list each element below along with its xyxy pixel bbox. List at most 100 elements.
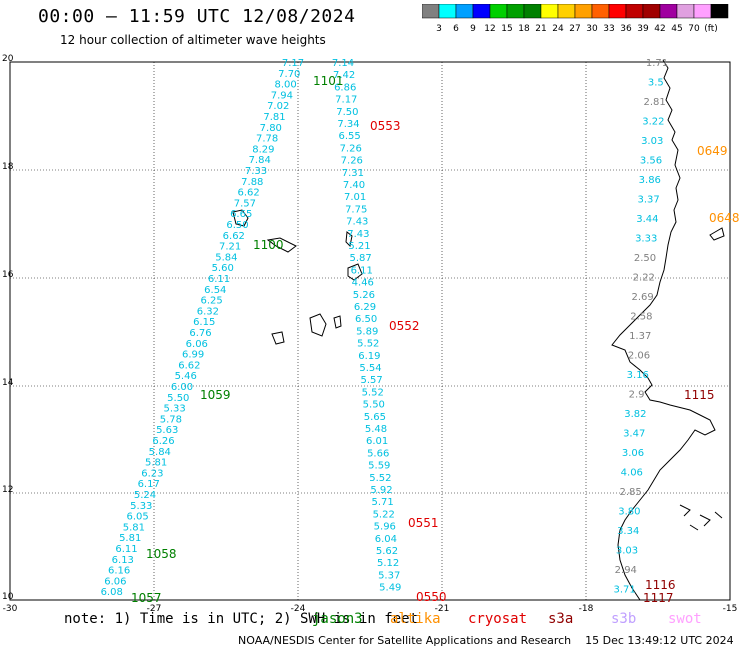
wave-height-value: 6.06 bbox=[104, 576, 126, 587]
wave-height-value: 5.54 bbox=[359, 363, 381, 374]
legend-altika: altika bbox=[390, 611, 441, 627]
wave-height-value: 3.56 bbox=[640, 156, 662, 167]
wave-height-value: 2.9 bbox=[629, 390, 645, 401]
wave-height-value: 5.92 bbox=[370, 485, 392, 496]
pass-time-label: 0552 bbox=[389, 319, 420, 333]
wave-height-value: 8.00 bbox=[274, 80, 296, 91]
wave-height-value: 6.50 bbox=[226, 220, 248, 231]
wave-height-value: 7.42 bbox=[333, 70, 355, 81]
wave-height-value: 6.01 bbox=[366, 436, 388, 447]
wave-height-value: 5.62 bbox=[376, 546, 398, 557]
wave-height-value: 6.08 bbox=[101, 587, 123, 598]
wave-height-value: 5.52 bbox=[362, 387, 384, 398]
wave-height-value: 5.81 bbox=[145, 458, 167, 469]
wave-height-value: 3.5 bbox=[648, 78, 664, 89]
wave-height-value: 6.13 bbox=[112, 555, 134, 566]
wave-height-value: 7.17 bbox=[335, 95, 357, 106]
legend-s3a: s3a bbox=[548, 611, 574, 627]
wave-height-value: 7.21 bbox=[219, 242, 241, 253]
wave-height-value: 5.96 bbox=[374, 522, 396, 533]
wave-height-value: 7.26 bbox=[341, 156, 363, 167]
pass-time-label: 1116 bbox=[645, 578, 676, 592]
wave-height-value: 5.66 bbox=[367, 448, 389, 459]
map-frame bbox=[9, 61, 731, 601]
wave-height-value: 7.57 bbox=[234, 198, 256, 209]
wave-height-value: 6.62 bbox=[237, 188, 259, 199]
cape-verde-boa-vista bbox=[347, 263, 363, 281]
wave-height-value: 6.11 bbox=[351, 265, 373, 276]
wave-height-value: 6.29 bbox=[354, 302, 376, 313]
pass-time-label: 0551 bbox=[408, 516, 439, 530]
pass-time-label: 0648 bbox=[709, 211, 740, 225]
wave-height-value: 3.03 bbox=[641, 136, 663, 147]
wave-height-value: 2.69 bbox=[631, 292, 653, 303]
wave-height-value: 6.62 bbox=[178, 360, 200, 371]
colorbar-label: 39 bbox=[637, 24, 649, 34]
wave-height-value: 5.50 bbox=[363, 400, 385, 411]
wave-height-value: 7.14 bbox=[332, 58, 354, 69]
pass-time-label: 0550 bbox=[416, 590, 447, 604]
wave-height-value: 6.04 bbox=[375, 534, 397, 545]
wave-height-value: 4.06 bbox=[621, 468, 643, 479]
wave-height-value: 6.65 bbox=[230, 209, 252, 220]
colorbar-label: 42 bbox=[654, 24, 665, 34]
wave-height-value: 2.94 bbox=[615, 565, 637, 576]
pass-time-label: 0649 bbox=[697, 144, 728, 158]
colorbar-swatch bbox=[710, 4, 729, 19]
wave-height-value: 7.01 bbox=[344, 192, 366, 203]
wave-height-value: 7.34 bbox=[337, 119, 359, 130]
wave-height-labels: 7.177.708.007.947.027.817.807.788.297.84… bbox=[101, 58, 740, 605]
wave-height-value: 5.49 bbox=[379, 583, 401, 594]
wave-height-value: 5.24 bbox=[134, 490, 156, 501]
wave-height-value: 7.26 bbox=[340, 143, 362, 154]
x-axis-label: -21 bbox=[435, 604, 450, 614]
colorbar-label: 3 bbox=[436, 24, 442, 34]
wave-height-value: 7.88 bbox=[241, 177, 263, 188]
wave-height-value: 7.02 bbox=[267, 101, 289, 112]
colorbar-label: 21 bbox=[535, 24, 546, 34]
note-row: note: 1) Time is in UTC; 2) SWH is in fe… bbox=[0, 611, 740, 631]
colorbar-label: 45 bbox=[671, 24, 682, 34]
wave-height-value: 3.16 bbox=[627, 370, 649, 381]
colorbar-label: 27 bbox=[569, 24, 580, 34]
wave-height-value: 5.71 bbox=[371, 497, 393, 508]
y-axis-label: 16 bbox=[2, 270, 14, 280]
wave-height-value: 7.43 bbox=[347, 229, 369, 240]
wave-height-value: 2.06 bbox=[628, 351, 650, 362]
wave-height-value: 6.86 bbox=[334, 82, 356, 93]
colorbar-label: 6 bbox=[453, 24, 459, 34]
wave-height-value: 5.89 bbox=[356, 326, 378, 337]
wave-height-value: 5.63 bbox=[156, 425, 178, 436]
footer-credit: NOAA/NESDIS Center for Satellite Applica… bbox=[238, 634, 734, 647]
wave-height-value: 7.78 bbox=[256, 134, 278, 145]
wave-height-value: 5.52 bbox=[369, 473, 391, 484]
wave-height-value: 5.33 bbox=[130, 501, 152, 512]
cape-verde-sao-nicolau bbox=[266, 237, 297, 253]
wave-height-value: 5.48 bbox=[365, 424, 387, 435]
wave-height-value: 6.11 bbox=[208, 274, 230, 285]
cape-verde-maio bbox=[333, 315, 342, 329]
map-title: 00:00 – 11:59 UTC 12/08/2024 bbox=[38, 6, 356, 27]
wave-height-value: 5.26 bbox=[353, 290, 375, 301]
wave-height-value: 7.43 bbox=[346, 217, 368, 228]
colorbar-label: 12 bbox=[484, 24, 495, 34]
wave-height-value: 6.16 bbox=[108, 566, 130, 577]
wave-height-value: 5.60 bbox=[212, 263, 234, 274]
wave-height-value: 7.84 bbox=[249, 155, 271, 166]
wave-height-value: 3.22 bbox=[642, 117, 664, 128]
wave-height-value: 3.37 bbox=[637, 195, 659, 206]
wave-height-value: 6.19 bbox=[358, 351, 380, 362]
wave-height-value: 1.37 bbox=[629, 331, 651, 342]
wave-height-value: 5.21 bbox=[348, 241, 370, 252]
legend-s3b: s3b bbox=[611, 611, 637, 627]
x-axis-label: -30 bbox=[3, 604, 18, 614]
wave-height-value: 6.26 bbox=[152, 436, 174, 447]
colorbar-label: 36 bbox=[620, 24, 632, 34]
cape-verde-santiago bbox=[309, 313, 327, 337]
wave-height-value: 5.87 bbox=[349, 253, 371, 264]
x-axis-label: -27 bbox=[147, 604, 162, 614]
wave-height-value: 7.70 bbox=[278, 69, 300, 80]
legend-jason3: jason3 bbox=[312, 611, 363, 627]
wave-height-value: 5.59 bbox=[368, 461, 390, 472]
